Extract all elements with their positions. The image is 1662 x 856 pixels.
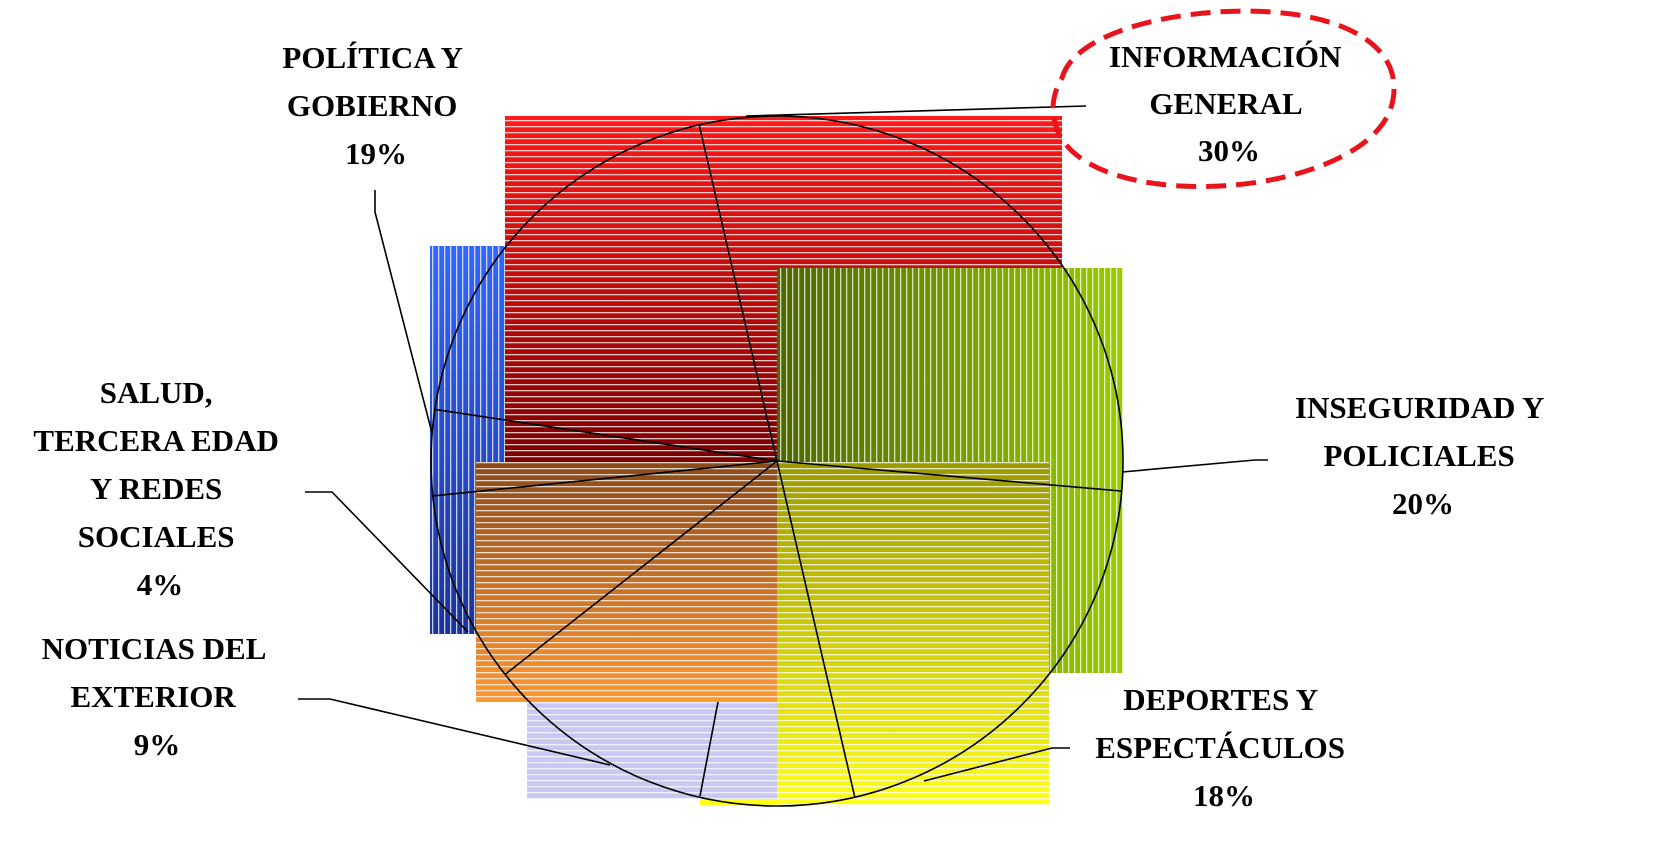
label-politica-pct: 19% [345,136,407,171]
label-salud-line1: SALUD, [100,375,213,410]
label-informacion-line1: INFORMACIÓN [1109,39,1342,74]
label-politica: POLÍTICA Y GOBIERNO 19% [282,40,469,171]
leader-politica [374,190,433,434]
label-noticias-pct: 9% [134,727,181,762]
label-noticias-line1: NOTICIAS DEL [42,631,266,666]
highlight-ellipse [1050,8,1397,189]
label-salud-pct: 4% [137,567,184,602]
label-informacion-line2: GENERAL [1149,86,1302,121]
label-inseguridad-pct: 20% [1392,486,1454,521]
pie-slice-boundaries [430,115,1124,807]
slice-boundary-2 [776,460,856,798]
label-deportes: DEPORTES Y ESPECTÁCULOS 18% [1095,682,1353,813]
label-salud-line4: SOCIALES [78,519,235,554]
slice-boundary-5 [434,408,778,462]
label-inseguridad: INSEGURIDAD Y POLICIALES 20% [1295,390,1551,521]
leader-informacion [745,105,1087,117]
leader-salud [305,491,469,633]
label-deportes-pct: 18% [1193,778,1255,813]
label-deportes-line1: DEPORTES Y [1123,682,1318,717]
label-informacion-pct: 30% [1198,133,1260,168]
leader-noticias-tick [699,701,719,797]
slice-boundary-3 [504,460,778,676]
slice-labels: INFORMACIÓN GENERAL 30% POLÍTICA Y GOBIE… [33,39,1551,813]
leader-noticias [298,698,611,766]
label-salud-line2: TERCERA EDAD [33,423,278,458]
label-inseguridad-line2: POLICIALES [1324,438,1515,473]
leader-deportes [923,747,1070,782]
label-politica-line1: POLÍTICA Y [282,40,462,75]
slice-boundary-4 [432,460,778,497]
label-inseguridad-line1: INSEGURIDAD Y [1295,390,1544,425]
label-informacion: INFORMACIÓN GENERAL 30% [1109,39,1349,168]
leader-lines [298,105,1268,797]
leader-inseguridad [1121,459,1268,473]
label-noticias-line2: EXTERIOR [70,679,236,714]
pie-outline [430,115,1124,807]
slice-boundary-0 [698,124,778,462]
label-noticias: NOTICIAS DEL EXTERIOR 9% [42,631,273,762]
label-salud: SALUD, TERCERA EDAD Y REDES SOCIALES 4% [33,375,286,602]
label-politica-line2: GOBIERNO [287,88,458,123]
slice-boundary-1 [776,460,1122,492]
label-salud-line3: Y REDES [90,471,222,506]
label-deportes-line2: ESPECTÁCULOS [1095,730,1345,765]
